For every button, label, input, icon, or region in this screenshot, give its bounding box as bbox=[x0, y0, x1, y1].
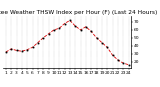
Title: Milwaukee Weather THSW Index per Hour (F) (Last 24 Hours): Milwaukee Weather THSW Index per Hour (F… bbox=[0, 10, 157, 15]
